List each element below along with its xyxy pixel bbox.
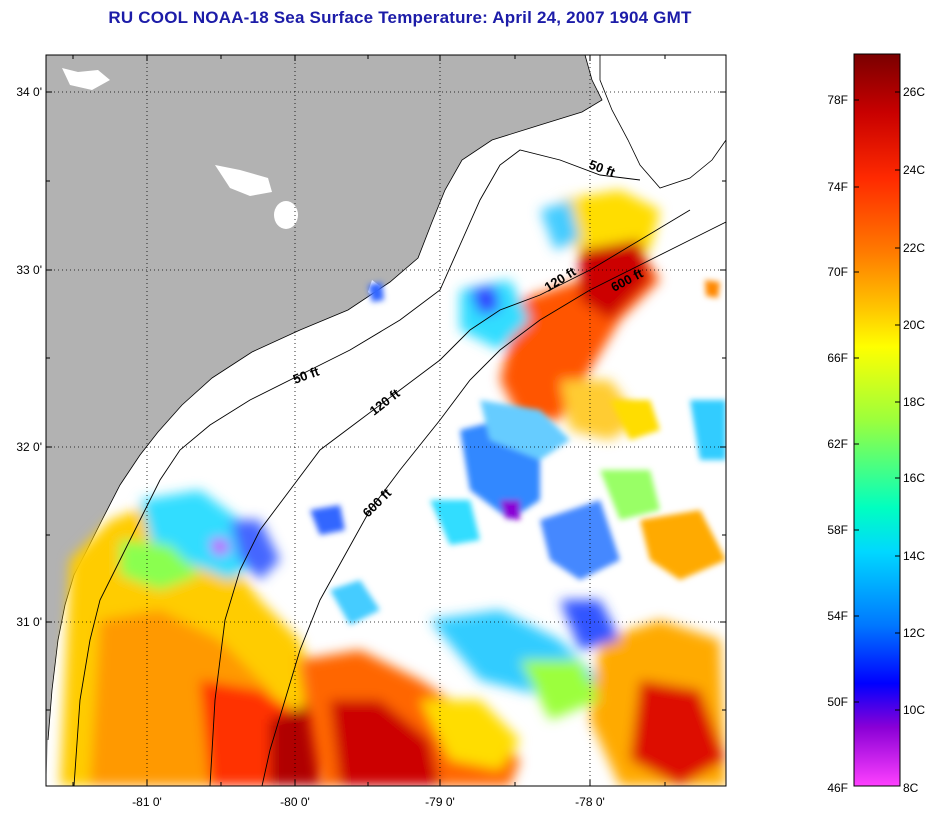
colorbar-c-label-18: 18C (903, 395, 925, 409)
map-ticks (46, 55, 726, 786)
colorbar-c-label-12: 12C (903, 626, 925, 640)
land-northeast (599, 55, 726, 189)
colorbar-f-label-54: 54F (827, 609, 848, 623)
lon-label-79: -79 0' (425, 795, 455, 809)
colorbar-gradient (853, 53, 901, 787)
map-frame (45, 54, 727, 787)
sst-data-layer (60, 190, 726, 786)
colorbar-ticks (854, 91, 900, 711)
map-panel (46, 55, 726, 786)
colorbar-f-label-58: 58F (827, 523, 848, 537)
colorbar-c-label-10: 10C (903, 703, 925, 717)
colorbar-c-label-22: 22C (903, 241, 925, 255)
colorbar-f-label-74: 74F (827, 180, 848, 194)
lon-label-80: -80 0' (280, 795, 310, 809)
colorbar-f-label-78: 78F (827, 93, 848, 107)
colorbar-f-label-50: 50F (827, 695, 848, 709)
lat-label-33: 33 0' (16, 263, 42, 277)
colorbar-c-label-16: 16C (903, 471, 925, 485)
colorbar-f-label-46: 46F (827, 781, 848, 795)
lon-label-81: -81 0' (132, 795, 162, 809)
colorbar-c-label-24: 24C (903, 163, 925, 177)
map-title: RU COOL NOAA-18 Sea Surface Temperature:… (108, 8, 692, 27)
contour-600ft-line (261, 221, 726, 786)
colorbar-c-label-8: 8C (903, 781, 919, 795)
lat-label-32: 32 0' (16, 440, 42, 454)
colorbar-c-label-20: 20C (903, 318, 925, 332)
lat-label-31: 31 0' (16, 615, 42, 629)
colorbar-c-label-14: 14C (903, 549, 925, 563)
contour-120ft-line (209, 209, 691, 786)
colorbar-c-label-26: 26C (903, 85, 925, 99)
land-mass (46, 55, 602, 786)
depth-contours (73, 149, 726, 786)
contour-50ft-line (73, 149, 641, 786)
colorbar-f-label-66: 66F (827, 351, 848, 365)
lon-label-78: -78 0' (575, 795, 605, 809)
map-grid (46, 55, 726, 786)
colorbar: 78F 74F 70F 66F 62F 58F 54F 50F 46F 26C … (827, 53, 925, 795)
colorbar-f-label-62: 62F (827, 437, 848, 451)
colorbar-f-label-70: 70F (827, 265, 848, 279)
lat-label-34: 34 0' (16, 85, 42, 99)
